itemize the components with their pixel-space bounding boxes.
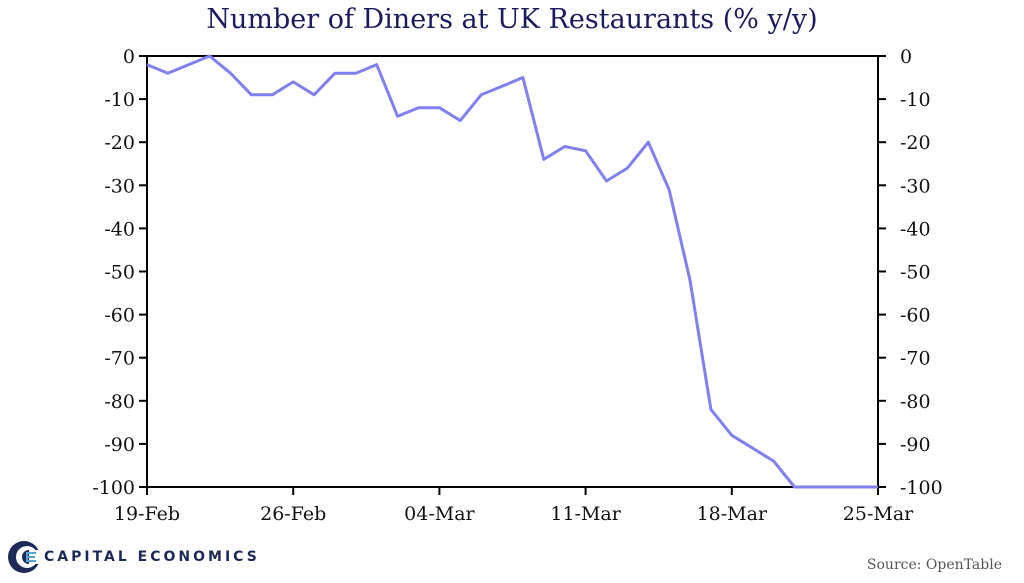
plot-frame — [146, 55, 879, 488]
y-tick-label-left: -30 — [104, 175, 135, 197]
y-tick-label-left: -20 — [104, 132, 135, 154]
y-tick-label-left: -50 — [104, 262, 135, 284]
y-tick-label-left: -70 — [104, 348, 135, 370]
x-tick-label: 25-Mar — [843, 503, 914, 525]
source-note: Source: OpenTable — [866, 557, 1002, 573]
x-tick-label: 18-Mar — [697, 503, 768, 525]
y-tick-label-right: -30 — [900, 175, 931, 197]
y-tick-label-left: -10 — [104, 89, 135, 111]
y-tick-label-right: 0 — [900, 46, 912, 68]
y-tick-label-right: -10 — [900, 89, 931, 111]
chart-title: Number of Diners at UK Restaurants (% y/… — [206, 4, 818, 35]
x-axis: 19-Feb 26-Feb 04-Mar 11-Mar 18-Mar 25-Mar — [114, 487, 914, 525]
y-tick-label-left: -60 — [104, 305, 135, 327]
series-line — [146, 54, 878, 489]
x-tick-label: 26-Feb — [260, 503, 326, 525]
y-tick-label-right: -20 — [900, 132, 931, 154]
y-axis-left: 0 -10 -20 -30 -40 -50 -60 -70 -80 -90 -100 — [92, 46, 147, 499]
y-tick-label-right: -90 — [900, 434, 931, 456]
capital-economics-logo: CAPITAL ECONOMICS — [6, 537, 260, 577]
y-tick-label-left: -80 — [104, 391, 135, 413]
y-tick-label-right: -60 — [900, 305, 931, 327]
y-tick-label-right: -40 — [900, 218, 931, 240]
y-tick-label-left: 0 — [123, 46, 135, 68]
y-tick-label-left: -90 — [104, 434, 135, 456]
plot-area — [146, 54, 879, 489]
y-tick-label-right: -50 — [900, 262, 931, 284]
y-tick-label-right: -100 — [900, 477, 943, 499]
y-tick-label-right: -70 — [900, 348, 931, 370]
x-tick-label: 04-Mar — [404, 503, 475, 525]
logo-text: CAPITAL ECONOMICS — [44, 549, 260, 565]
y-tick-label-left: -40 — [104, 218, 135, 240]
y-tick-label-left: -100 — [92, 477, 135, 499]
x-tick-label: 11-Mar — [550, 503, 621, 525]
y-axis-right: 0 -10 -20 -30 -40 -50 -60 -70 -80 -90 -100 — [878, 46, 943, 499]
logo-mark-icon — [8, 541, 41, 573]
y-tick-label-right: -80 — [900, 391, 931, 413]
x-tick-label: 19-Feb — [114, 503, 180, 525]
